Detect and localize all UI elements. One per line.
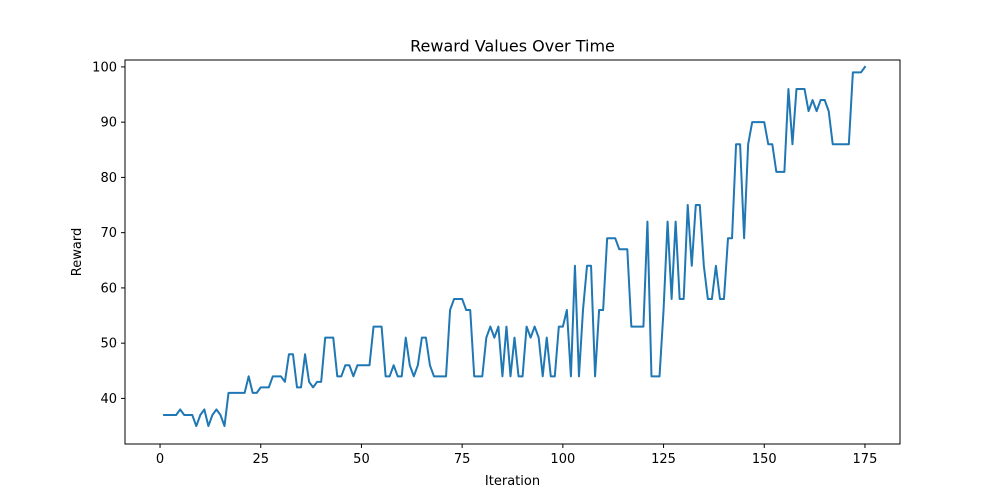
x-tick-label: 25 [252, 452, 269, 467]
x-tick-label: 0 [156, 452, 164, 467]
x-tick-label: 50 [353, 452, 370, 467]
plot-frame [124, 59, 901, 445]
x-tick-label: 150 [752, 452, 777, 467]
y-tick-label: 70 [100, 226, 117, 241]
y-axis-label: Reward [70, 228, 85, 276]
series-line-reward [163, 65, 867, 428]
chart-title: Reward Values Over Time [410, 37, 615, 56]
y-tick-label: 90 [100, 116, 117, 131]
plot-area [163, 65, 867, 428]
x-tick-label: 100 [550, 452, 575, 467]
y-tick-label: 100 [92, 60, 117, 75]
y-axis: 40 50 60 70 80 90 100 [92, 60, 125, 407]
y-tick-label: 80 [100, 171, 117, 186]
x-tick-label: 75 [454, 452, 471, 467]
y-tick-label: 40 [100, 392, 117, 407]
x-axis: 0 25 50 75 100 125 150 175 [156, 444, 877, 467]
x-tick-label: 175 [853, 452, 878, 467]
x-axis-label: Iteration [485, 474, 540, 489]
x-tick-label: 125 [651, 452, 676, 467]
y-tick-label: 60 [100, 281, 117, 296]
y-tick-label: 50 [100, 337, 117, 352]
